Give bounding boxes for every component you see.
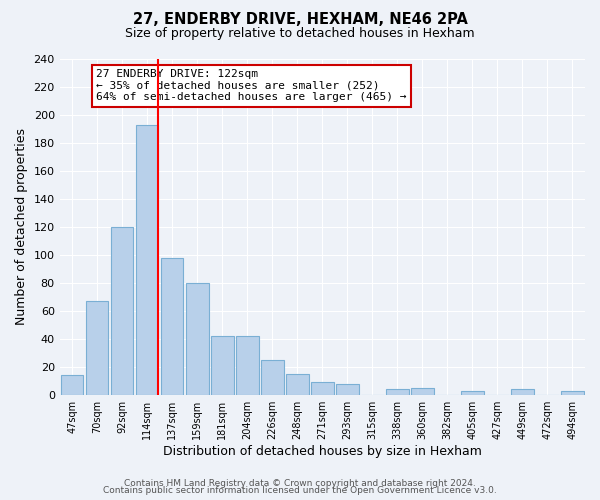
Text: 27 ENDERBY DRIVE: 122sqm
← 35% of detached houses are smaller (252)
64% of semi-: 27 ENDERBY DRIVE: 122sqm ← 35% of detach… (97, 69, 407, 102)
Bar (136, 124, 158, 394)
Bar (311, 382, 334, 394)
Bar (261, 360, 284, 394)
Bar (386, 389, 409, 394)
Bar (561, 390, 584, 394)
Bar (61, 375, 83, 394)
Bar (86, 301, 109, 394)
Bar (211, 336, 233, 394)
Bar (111, 227, 133, 394)
Bar (286, 374, 308, 394)
Text: 27, ENDERBY DRIVE, HEXHAM, NE46 2PA: 27, ENDERBY DRIVE, HEXHAM, NE46 2PA (133, 12, 467, 28)
Bar (186, 283, 209, 395)
Text: Contains public sector information licensed under the Open Government Licence v3: Contains public sector information licen… (103, 486, 497, 495)
X-axis label: Distribution of detached houses by size in Hexham: Distribution of detached houses by size … (163, 444, 482, 458)
Bar (161, 258, 184, 394)
Y-axis label: Number of detached properties: Number of detached properties (15, 128, 28, 326)
Bar (511, 389, 534, 394)
Text: Size of property relative to detached houses in Hexham: Size of property relative to detached ho… (125, 28, 475, 40)
Bar (336, 384, 359, 394)
Text: Contains HM Land Registry data © Crown copyright and database right 2024.: Contains HM Land Registry data © Crown c… (124, 478, 476, 488)
Bar (411, 388, 434, 394)
Bar (461, 390, 484, 394)
Bar (236, 336, 259, 394)
